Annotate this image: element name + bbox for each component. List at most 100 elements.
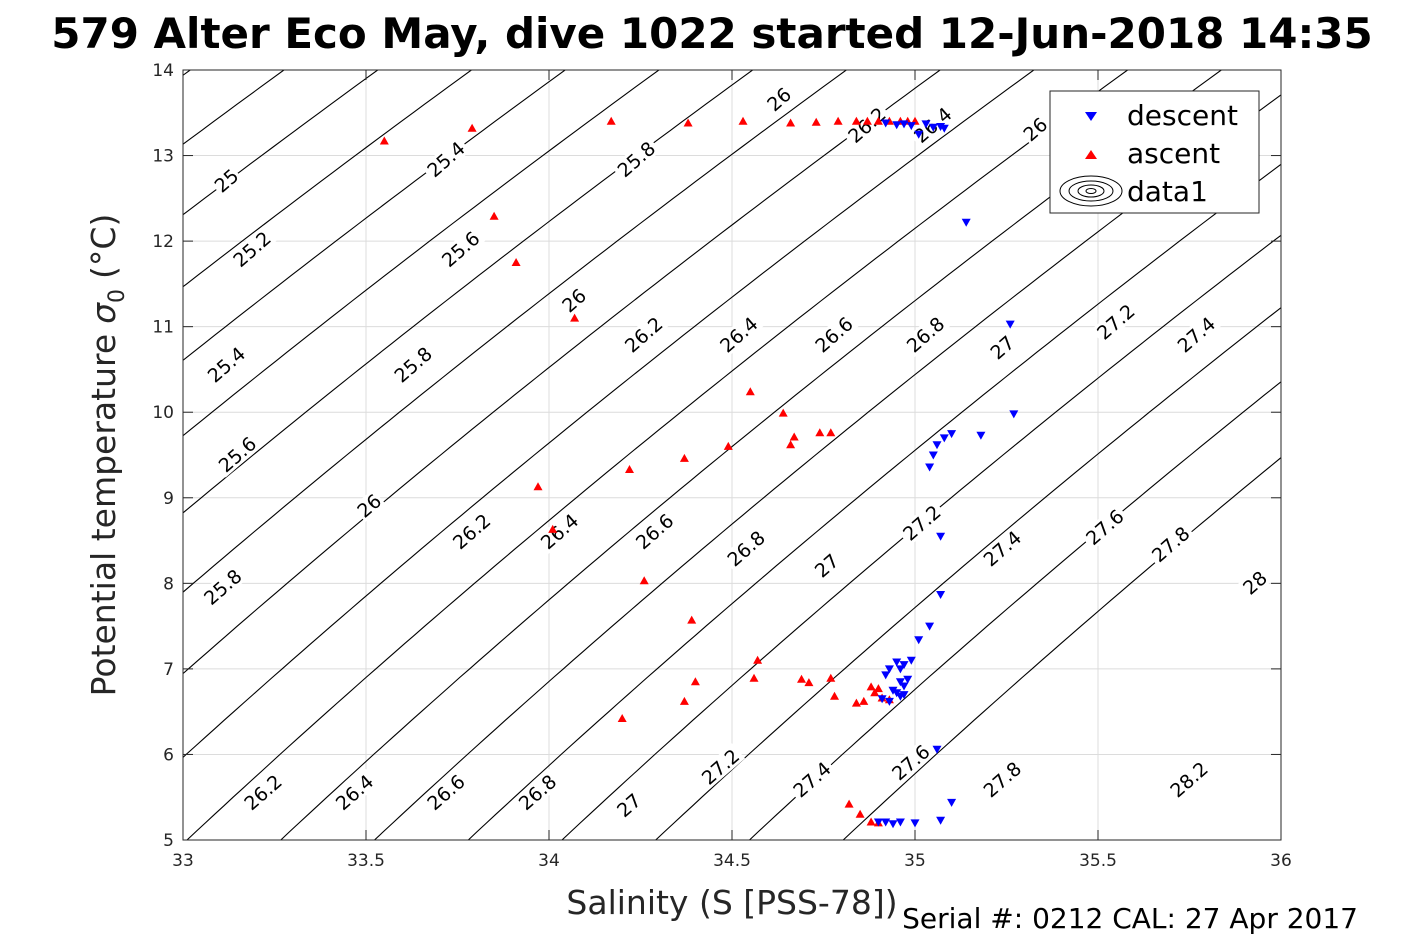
descent-point <box>899 661 909 670</box>
descent-point <box>939 434 949 443</box>
contour-label-bg <box>977 756 1027 803</box>
ascent-point <box>548 524 558 533</box>
descent-point <box>906 122 916 131</box>
descent-point <box>936 816 946 825</box>
ascent-point <box>533 482 543 491</box>
ascent-point <box>797 674 806 683</box>
x-tick-label: 34 <box>538 851 560 871</box>
descent-point <box>932 441 942 450</box>
ascent-point <box>687 615 697 624</box>
y-tick-label: 13 <box>152 147 174 167</box>
ascent-point <box>639 576 649 585</box>
y-tick-label: 7 <box>163 660 174 680</box>
ascent-point <box>745 387 755 396</box>
density-contour <box>842 456 1281 840</box>
density-contour <box>183 70 753 514</box>
descent-point <box>961 218 971 227</box>
descent-point <box>910 819 920 828</box>
ascent-point <box>873 116 883 125</box>
density-contour <box>183 70 379 216</box>
descent-point <box>895 678 905 687</box>
descent-point <box>892 121 902 130</box>
ascent-point <box>804 678 814 687</box>
density-contour <box>183 70 566 362</box>
ascent-point <box>855 809 865 818</box>
density-contour <box>561 234 1281 840</box>
density-contour <box>183 70 660 437</box>
x-tick-label: 36 <box>1270 851 1292 871</box>
ascent-point <box>870 688 880 697</box>
descent-point <box>895 818 905 827</box>
ascent-point <box>826 428 836 437</box>
ascent-point <box>511 258 521 266</box>
y-tick-label: 11 <box>152 318 174 338</box>
chart-title: 579 Alter Eco May, dive 1022 started 12-… <box>51 9 1372 58</box>
y-tick-label: 10 <box>152 403 174 423</box>
ascent-point <box>873 684 883 693</box>
contour-label-bg <box>557 283 591 317</box>
contour-label-bg <box>713 311 764 358</box>
contour-label-bg <box>629 507 680 555</box>
ascent-point <box>683 118 693 127</box>
legend-ascent-marker <box>1085 150 1097 159</box>
descent-point <box>895 692 905 701</box>
descent-point <box>947 798 957 807</box>
ascent-point <box>606 116 616 125</box>
descent-point <box>888 820 898 829</box>
ascent-point <box>778 408 788 417</box>
descent-point <box>873 818 883 827</box>
y-tick-label: 8 <box>163 574 174 594</box>
contour-label-bg <box>977 525 1027 572</box>
contour-label-bg <box>618 311 669 358</box>
contour-label-bg <box>512 768 563 816</box>
contour-label-bg <box>809 311 859 358</box>
descent-point <box>884 665 894 674</box>
ascent-point <box>859 696 869 705</box>
descent-point <box>906 656 916 665</box>
contour-label-bg <box>388 341 438 388</box>
ascent-point <box>830 691 839 700</box>
descent-point <box>939 124 949 133</box>
contour-label-bg <box>1079 503 1130 551</box>
contour-label-bg <box>227 225 277 273</box>
contour-label-bg <box>1018 112 1052 146</box>
legend-descent-label: descent <box>1127 99 1238 132</box>
descent-point <box>888 686 898 695</box>
density-contour <box>183 70 941 675</box>
x-tick-label: 35.5 <box>1079 851 1117 871</box>
ascent-point <box>815 428 825 437</box>
density-contour <box>183 70 847 593</box>
density-contour <box>183 70 1035 759</box>
density-contour <box>655 307 1281 840</box>
density-contour <box>183 70 472 288</box>
ascent-point <box>851 116 861 125</box>
descent-point <box>925 622 935 631</box>
contour-label-bg <box>695 743 746 790</box>
ascent-point <box>723 441 733 450</box>
contour-label-bg <box>352 489 386 522</box>
x-tick-label: 33.5 <box>347 851 385 871</box>
contour-label-bg <box>1090 298 1141 345</box>
descent-point <box>925 463 935 472</box>
descent-point <box>936 532 946 541</box>
contour-label-bg <box>1164 756 1214 803</box>
descent-point <box>914 130 924 139</box>
descent-point <box>903 675 913 684</box>
ascent-point <box>789 432 799 441</box>
y-tick-label: 5 <box>163 831 174 851</box>
ascent-point <box>753 655 763 664</box>
x-tick-label: 33 <box>172 851 194 871</box>
contour-label-bg <box>900 311 951 358</box>
y-axis-label-unit: (°C) <box>84 214 123 279</box>
contour-label-bg <box>446 507 497 555</box>
contour-label-bg <box>1145 520 1196 568</box>
descent-point <box>936 591 946 599</box>
contour-label-bg <box>421 135 471 183</box>
y-tick-label: 6 <box>163 745 174 765</box>
descent-point <box>881 818 891 827</box>
contour-label-bg <box>1171 311 1221 358</box>
contour-label-bg <box>238 768 288 816</box>
legend-data1-label: data1 <box>1127 175 1208 208</box>
contour-label-bg <box>612 788 646 822</box>
